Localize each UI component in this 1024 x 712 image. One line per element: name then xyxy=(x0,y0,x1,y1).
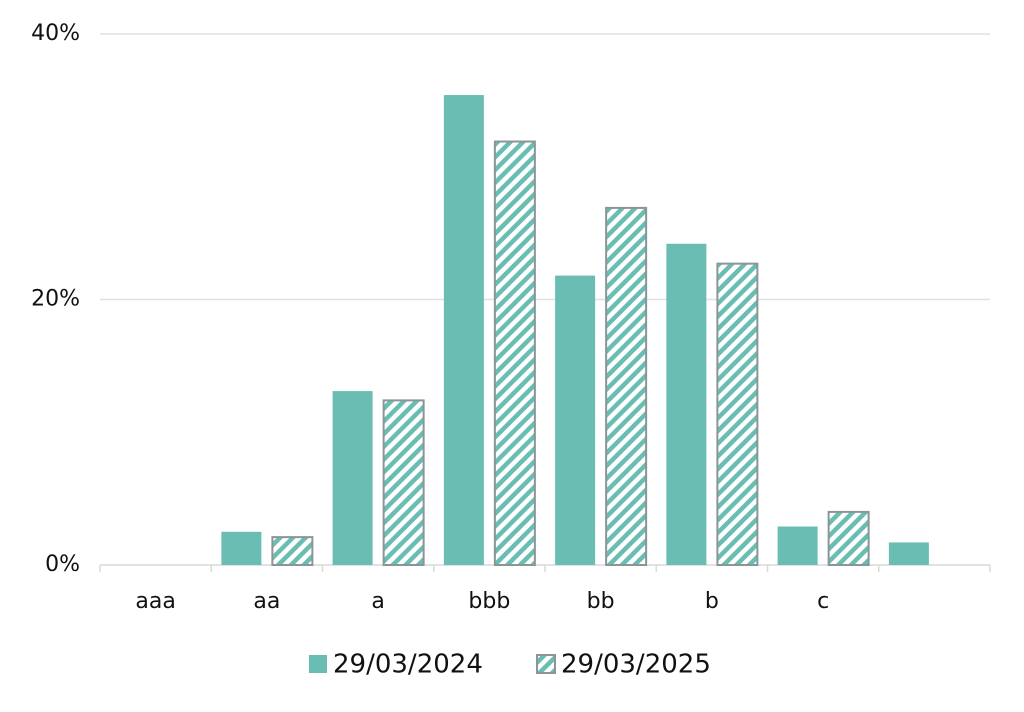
bar xyxy=(827,510,870,566)
bar xyxy=(716,262,759,566)
x-tick-label: bbb xyxy=(468,589,510,614)
x-tick-label: aa xyxy=(253,589,280,614)
y-tick-label: 20% xyxy=(31,287,80,312)
x-tick-label: b xyxy=(705,589,719,614)
bar xyxy=(382,399,425,567)
bar xyxy=(605,206,648,566)
y-tick-label: 0% xyxy=(45,552,80,577)
bar xyxy=(888,542,929,565)
bar xyxy=(666,243,707,565)
bar xyxy=(443,95,484,565)
bar xyxy=(271,536,314,566)
legend-swatch xyxy=(536,654,556,674)
bar xyxy=(555,275,596,565)
y-tick-label: 40% xyxy=(31,21,80,46)
x-tick-label: c xyxy=(817,589,829,614)
bar xyxy=(332,391,373,565)
x-tick-label: a xyxy=(371,589,384,614)
x-tick-label: aaa xyxy=(135,589,175,614)
bar xyxy=(493,140,536,566)
legend-label: 29/03/2024 xyxy=(333,650,483,680)
x-tick-label: bb xyxy=(587,589,615,614)
legend-swatch xyxy=(309,655,327,673)
bar xyxy=(221,531,262,565)
bar xyxy=(777,526,818,565)
legend-label: 29/03/2025 xyxy=(561,650,711,680)
